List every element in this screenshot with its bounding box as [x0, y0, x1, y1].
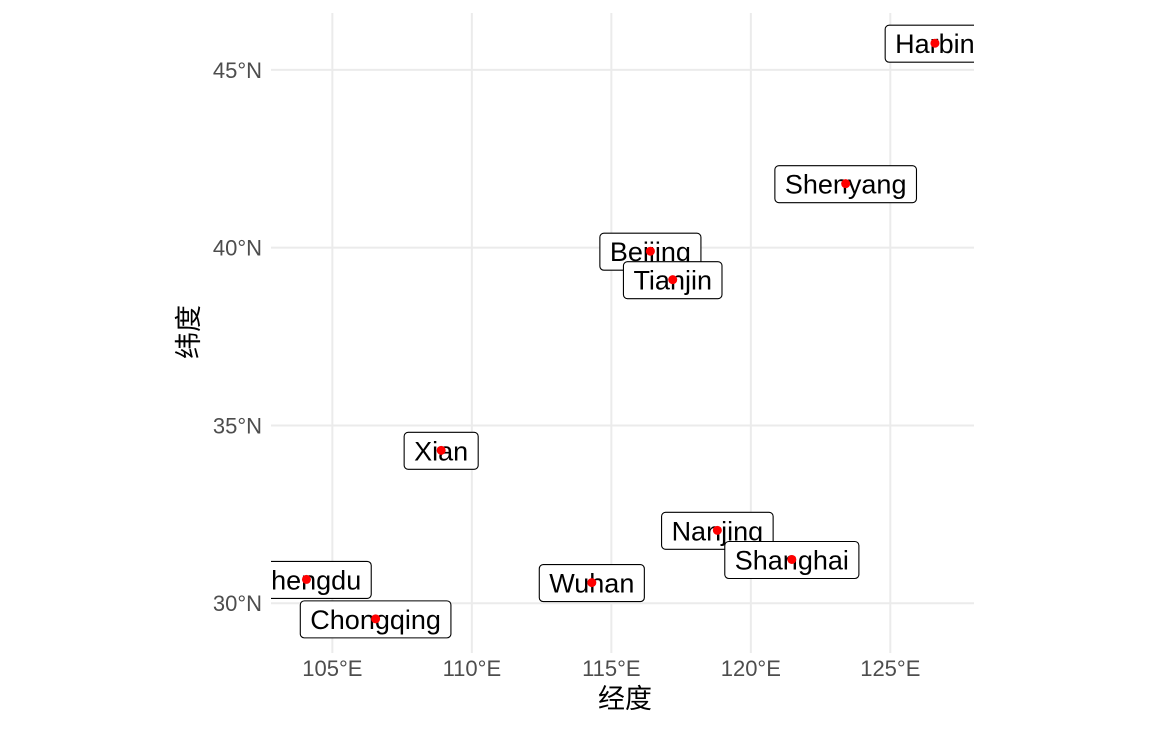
city-point [371, 614, 381, 624]
city-point [645, 246, 655, 256]
x-tick-label: 115°E [582, 656, 641, 681]
y-tick-label: 35°N [213, 413, 262, 438]
city-chengdu: Chengdu [252, 560, 372, 599]
city-point [841, 179, 851, 189]
city-tianjin: Tianjin [622, 261, 723, 300]
city-harbin: Harbin [884, 24, 974, 63]
city-shanghai: Shanghai [724, 540, 860, 580]
city-point [436, 445, 446, 455]
x-tick-label: 105°E [302, 656, 362, 681]
city-wuhan: Wuhan [538, 564, 645, 603]
axis-ticks: 105°E 110°E 115°E 120°E 125°E 30°N 35°N 40°N 45°… [213, 58, 921, 681]
x-tick-label: 120°E [721, 656, 781, 681]
y-tick-label: 45°N [213, 58, 262, 83]
grid-lines [271, 13, 974, 653]
y-axis-title: 纬度 [174, 305, 205, 359]
x-tick-label: 125°E [860, 656, 920, 681]
x-axis-title: 经度 [598, 684, 652, 715]
city-point [301, 574, 311, 584]
city-label-box [884, 24, 974, 63]
city-shenyang: Shenyang [774, 165, 918, 204]
city-point [712, 525, 722, 535]
y-tick-label: 40°N [213, 236, 262, 261]
city-label-box [271, 560, 372, 599]
x-tick-label: 110°E [443, 656, 502, 681]
y-tick-label: 30°N [213, 591, 262, 616]
city-markers: HarbinShenyangBeijingTianjinXianNanjingS… [252, 24, 974, 639]
city-label: Chengdu [252, 565, 362, 595]
city-point [587, 578, 597, 588]
city-point [668, 275, 678, 285]
city-xian: Xian [403, 431, 479, 470]
city-point [930, 38, 940, 48]
city-point [787, 554, 797, 564]
city-chongqing: Chongqing [299, 600, 452, 639]
